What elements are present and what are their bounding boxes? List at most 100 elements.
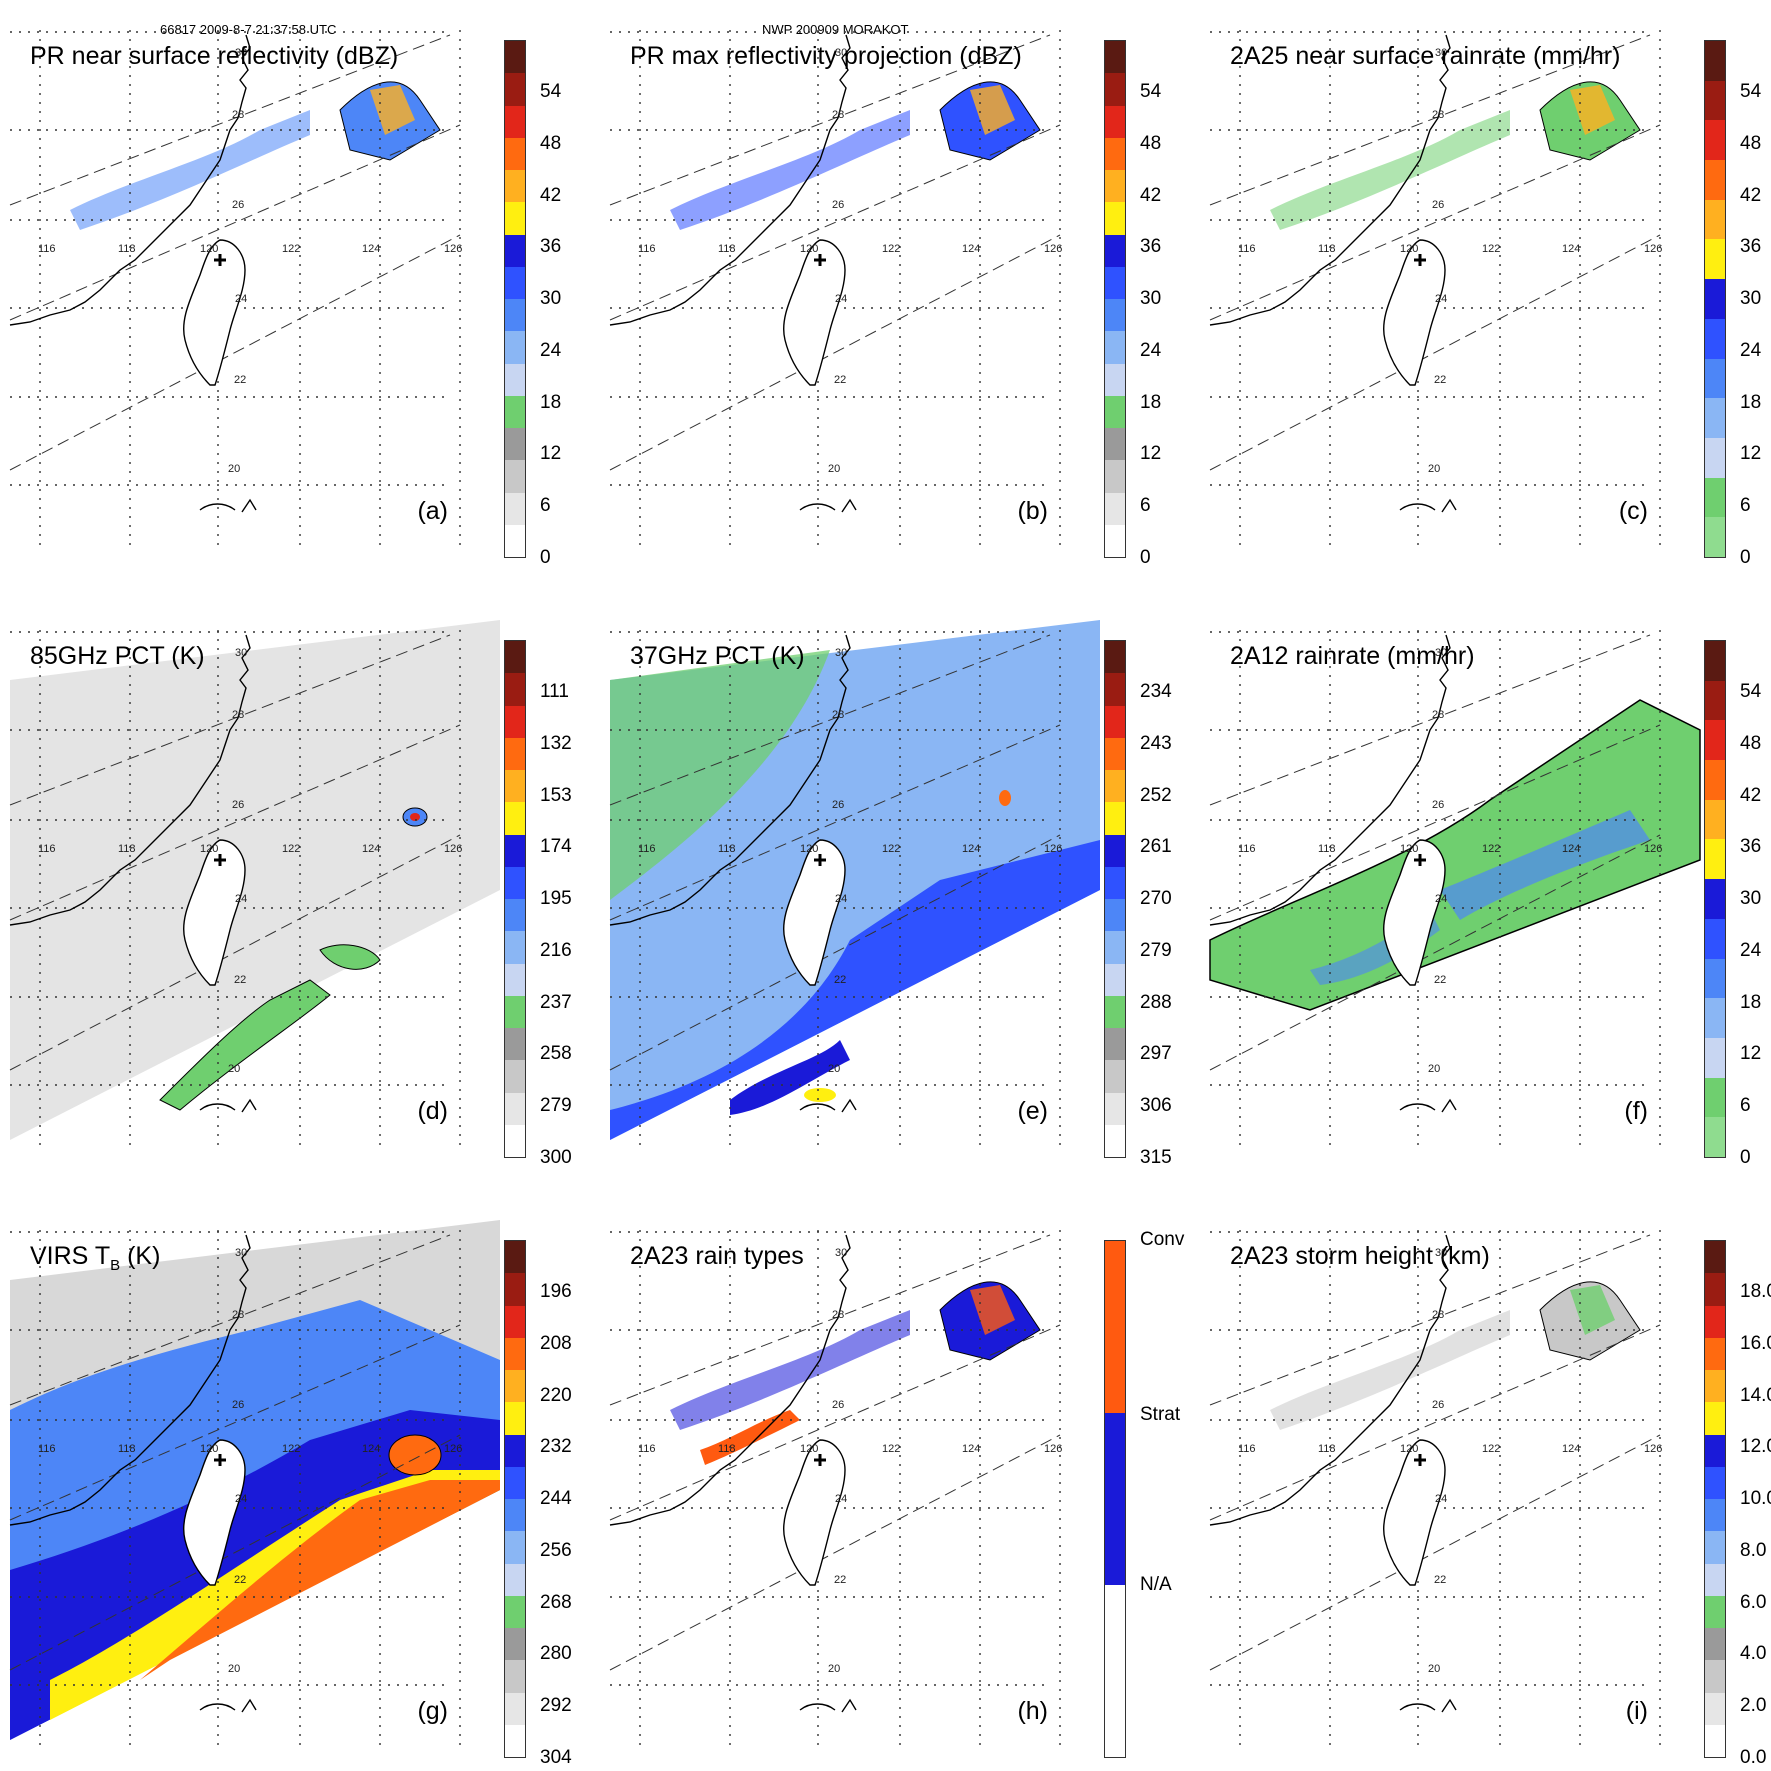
colorbar-swatch [1105,331,1125,364]
lat-label: 30 [235,47,247,59]
colorbar-swatch [1705,1466,1725,1499]
colorbar-swatch [505,1660,525,1693]
map-f: 116 118 120 122 124 126 30 28 26 24 22 20 [1209,630,1701,1150]
coastline [609,34,857,513]
colorbar-tick-label: 42 [1740,184,1762,206]
colorbar-swatch [1705,160,1725,200]
colorbar-swatch [1705,1434,1725,1467]
colorbar-swatch [505,1305,525,1338]
lat-label: 20 [828,1063,840,1075]
colorbar-swatch [1105,1060,1125,1093]
colorbar-swatch [505,363,525,396]
colorbar-tick-label: 297 [1140,1043,1172,1065]
lat-label: 30 [235,647,247,659]
lon-label: 120 [800,243,818,255]
colorbar-swatch [1705,720,1725,761]
colorbar-tick-label: 24 [1140,339,1162,361]
colorbar-tick-label: 14.0 [1740,1384,1771,1406]
colorbar-swatch [1105,492,1125,525]
lon-label: 122 [1482,843,1500,855]
colorbar-tick-label: 0 [1740,1147,1751,1168]
colorbar-swatch [1705,517,1725,557]
lat-label: 28 [232,1309,244,1321]
colorbar-swatch [1105,1028,1125,1061]
lon-label: 124 [1562,1443,1580,1455]
colorbar-tick-label: 315 [1140,1147,1172,1168]
colorbar-swatch [505,1092,525,1125]
colorbar-swatch [1105,202,1125,235]
colorbar-swatch [505,737,525,770]
lat-label: 20 [228,1663,240,1675]
colorbar-swatch [1705,879,1725,919]
colorbar-tick-label: 12 [1740,1043,1762,1065]
colorbar [504,1240,526,1758]
panel-label: (d) [417,1097,448,1125]
lat-label: 20 [1428,1063,1440,1075]
data-swath [670,1281,1041,1465]
lat-label: 26 [232,1399,244,1411]
lon-label: 116 [38,243,56,255]
colorbar-tick-label: 54 [1740,81,1762,102]
colorbar-swatch [1105,363,1125,396]
coastline [609,634,857,1113]
colorbar-swatch [1105,770,1125,803]
map-g: 116 118 120 122 124 126 30 28 26 24 22 20 [9,1220,500,1750]
panel-f: 116 118 120 122 124 126 30 28 26 24 22 20 2A12 rainr… [1209,630,1761,1168]
lon-label: 124 [362,243,380,255]
lat-label: 24 [235,293,247,305]
colorbar-swatch [1105,460,1125,493]
colorbar-swatch [1105,105,1125,138]
lon-label: 126 [1044,243,1062,255]
panel-c: 116 118 120 122 124 126 30 28 26 24 22 20 2A25 near … [1209,30,1761,568]
data-swath [610,620,1100,1140]
lat-label: 20 [1428,463,1440,475]
colorbar-swatch [1705,279,1725,319]
lat-label: 30 [1435,1247,1447,1259]
lat-lon-grid [10,30,461,550]
lon-label: 126 [1644,243,1662,255]
colorbar-tick-label: 48 [1140,132,1162,154]
panel-label: (a) [417,497,448,525]
colorbar-swatch [505,1531,525,1564]
lat-lon-grid [1210,30,1661,550]
colorbar-tick-label: 42 [1740,784,1762,806]
colorbar-tick-label: 36 [1740,236,1762,258]
colorbar-tick-label: 252 [1140,784,1172,806]
colorbar-swatch [1705,1660,1725,1693]
swath-edges [9,634,461,1071]
colorbar-tick-label: 30 [540,288,562,310]
colorbar-swatch [1105,866,1125,899]
colorbar-swatch [505,770,525,803]
colorbar-tick-label: 16.0 [1740,1332,1771,1354]
panel-label: (i) [1625,1697,1648,1725]
colorbar [1704,1240,1726,1758]
swath-edges [9,34,461,471]
colorbar-tick-label: 6 [1740,1095,1751,1117]
colorbar-swatch [1105,995,1125,1028]
lon-label: 124 [362,1443,380,1455]
storm-center-icon [214,854,226,866]
colorbar-swatch [1105,1124,1125,1157]
colorbar-tick-label: 4.0 [1740,1643,1767,1665]
lon-label: 120 [200,843,218,855]
colorbar-swatch [1105,170,1125,203]
swath-edges [9,1234,461,1671]
lat-label: 20 [1428,1663,1440,1675]
colorbar [504,640,526,1158]
colorbar-swatch [1105,673,1125,706]
colorbar-tick-label: 8.0 [1740,1539,1767,1561]
lat-label: 26 [232,199,244,211]
colorbar-tick-label: N/A [1140,1574,1172,1595]
lat-label: 28 [232,709,244,721]
colorbar-swatch [1705,120,1725,161]
colorbar-tick-label: 48 [1740,132,1762,154]
colorbar-swatch [505,1370,525,1403]
lon-label: 116 [38,1443,56,1455]
lat-label: 30 [835,47,847,59]
colorbar-tick-label: 258 [540,1043,572,1065]
panel-title: PR near surface reflectivity (dBZ) [30,42,399,70]
storm-center-icon [814,254,826,266]
colorbar-swatch [1105,428,1125,461]
lat-label: 28 [1432,1309,1444,1321]
lat-label: 30 [1435,647,1447,659]
